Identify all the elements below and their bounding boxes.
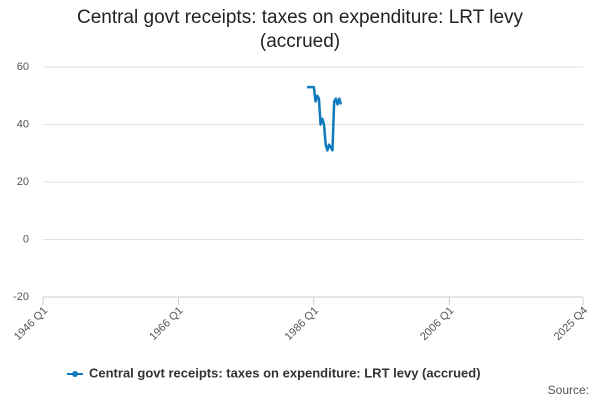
y-tick-label: 20 (17, 176, 29, 188)
chart-title: Central govt receipts: taxes on expendit… (76, 7, 524, 52)
y-tick-label: 0 (23, 233, 29, 245)
x-tick-label: 2006 Q1 (418, 305, 456, 343)
y-tick-label: 60 (17, 61, 29, 73)
series-line (307, 85, 343, 152)
x-tick-label: 1986 Q1 (283, 305, 321, 343)
legend-marker (72, 371, 78, 377)
y-tick-label: 40 (17, 118, 29, 130)
x-tick-label: 1946 Q1 (12, 305, 50, 343)
y-tick-label: -20 (13, 291, 29, 303)
x-tick-label: 1966 Q1 (147, 305, 185, 343)
legend-label: Central govt receipts: taxes on expendit… (89, 365, 481, 380)
x-tick-label: 2025 Q4 (552, 305, 590, 343)
source: Source: (548, 383, 589, 397)
